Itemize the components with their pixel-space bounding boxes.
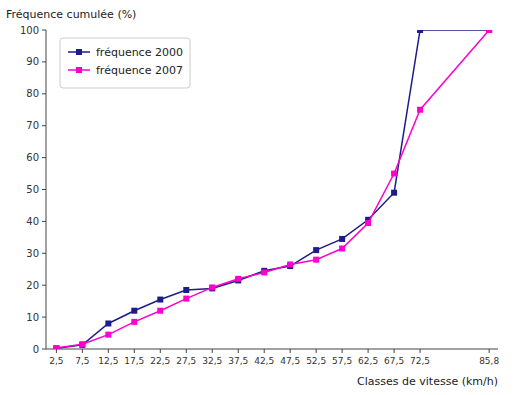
x-axis-line [46,349,498,350]
point [417,30,423,33]
point [53,345,59,349]
point [365,220,371,226]
y-tick-label: 90 [26,56,39,67]
y-tick [42,253,46,254]
plot-area [53,30,492,349]
series-line [56,30,489,348]
point [79,342,85,348]
point [339,246,345,252]
y-tick-label: 10 [26,312,39,323]
y-tick [42,157,46,158]
y-tick-label: 40 [26,216,39,227]
x-tick-label: 2,5 [49,356,63,366]
axes: 2,5 7,5 12,5 17,5 22,5 27,5 32,5 37,5 42,5 47,5 52… [20,25,500,367]
legend-label: fréquence 2007 [96,64,183,77]
point [131,319,137,325]
x-tick [290,349,291,353]
y-tick-label: 0 [33,344,39,355]
x-tick-label: 12,5 [98,356,118,366]
background [0,0,514,395]
point [235,276,241,282]
legend-marker [76,49,82,55]
point [417,107,423,113]
x-tick-label: 72,5 [410,356,430,366]
y-tick [42,317,46,318]
x-tick-label: 57,5 [332,356,352,366]
chart: 2,5 7,5 12,5 17,5 22,5 27,5 32,5 37,5 42,5 47,5 52… [0,0,514,395]
point [261,269,267,275]
y-tick [42,221,46,222]
point [209,285,215,291]
legend-label: fréquence 2000 [96,46,183,59]
point [183,296,189,302]
point [486,30,492,33]
legend: fréquence 2000 fréquence 2007 [60,38,190,88]
point [183,287,189,293]
x-tick-label: 22,5 [150,356,170,366]
x-tick [160,349,161,353]
x-tick [342,349,343,353]
point [105,320,111,326]
x-tick-label: 67,5 [384,356,404,366]
y-tick [42,189,46,190]
y-tick [42,93,46,94]
point [287,261,293,267]
y-tick-label: 80 [26,88,39,99]
point [313,257,319,263]
point [157,308,163,314]
x-tick [238,349,239,353]
point [209,284,215,290]
x-tick-label: 17,5 [124,356,144,366]
y-tick [42,61,46,62]
point [486,30,492,33]
x-tick-label: 47,5 [280,356,300,366]
x-tick [489,349,490,353]
x-tick-label: 52,5 [306,356,326,366]
x-tick-label: 32,5 [202,356,222,366]
x-tick [186,349,187,353]
x-tick-label: 62,5 [358,356,378,366]
y-tick-label: 100 [20,25,39,36]
point [391,190,397,196]
point [339,236,345,242]
y-tick-label: 50 [26,184,39,195]
point [105,332,111,338]
x-tick [82,349,83,353]
x-tick-label: 27,5 [176,356,196,366]
point [157,297,163,303]
y-tick-label: 20 [26,280,39,291]
x-tick [56,349,57,353]
x-axis-label: Classes de vitesse (km/h) [357,375,498,388]
y-tick-label: 70 [26,120,39,131]
y-tick [42,349,46,350]
x-tick [394,349,395,353]
x-tick [264,349,265,353]
x-tick [316,349,317,353]
x-tick [134,349,135,353]
point [53,345,59,349]
x-tick [420,349,421,353]
x-tick [108,349,109,353]
point [79,341,85,347]
x-tick-label: 37,5 [228,356,248,366]
series-line [56,30,489,348]
y-tick-label: 30 [26,248,39,259]
y-tick [42,285,46,286]
y-tick [42,125,46,126]
legend-marker [76,67,82,73]
y-axis-label: Fréquence cumulée (%) [6,8,136,21]
point [131,308,137,314]
y-tick-label: 60 [26,152,39,163]
legend-box [60,38,190,88]
x-tick [368,349,369,353]
x-tick-label: 7,5 [75,356,89,366]
point [391,171,397,177]
x-tick-label: 42,5 [254,356,274,366]
x-tick [212,349,213,353]
point [313,247,319,253]
x-tick-label: 85,8 [479,356,499,366]
y-tick [42,30,46,31]
